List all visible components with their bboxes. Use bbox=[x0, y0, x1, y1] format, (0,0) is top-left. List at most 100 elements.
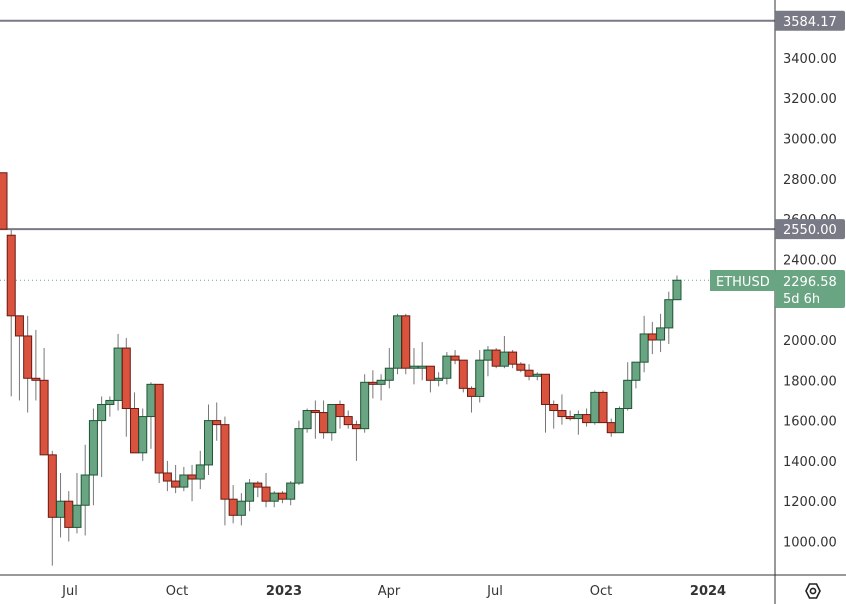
candle bbox=[376, 379, 386, 385]
candle bbox=[310, 410, 320, 414]
price-tick: 1600.00 bbox=[783, 415, 837, 430]
candle bbox=[171, 480, 181, 488]
candle bbox=[351, 424, 361, 430]
candle bbox=[203, 420, 213, 466]
candle bbox=[540, 373, 550, 405]
candle bbox=[565, 416, 575, 420]
last-price-value: 2296.58 bbox=[783, 275, 837, 290]
candle bbox=[212, 420, 222, 426]
candle bbox=[269, 492, 279, 502]
candle bbox=[516, 363, 526, 371]
candle bbox=[343, 416, 353, 426]
candle bbox=[467, 387, 477, 397]
price-tick: 1000.00 bbox=[783, 536, 837, 551]
time-tick: 2023 bbox=[266, 584, 302, 599]
candle bbox=[401, 315, 411, 369]
candle bbox=[154, 383, 164, 474]
bar-countdown: 5d 6h bbox=[783, 292, 820, 307]
candle bbox=[146, 383, 156, 418]
candle bbox=[245, 482, 255, 502]
candle bbox=[672, 279, 682, 301]
candle bbox=[327, 403, 337, 434]
time-tick: Oct bbox=[590, 584, 612, 599]
time-axis-labels[interactable]: Jul Oct 2023 Apr Jul Oct 2024 bbox=[61, 584, 726, 599]
candle bbox=[639, 333, 649, 363]
candle bbox=[39, 379, 49, 456]
candles bbox=[0, 172, 682, 566]
time-tick: Jul bbox=[61, 584, 78, 599]
candle bbox=[286, 482, 296, 500]
candle bbox=[72, 504, 82, 528]
candle bbox=[425, 365, 435, 381]
candle bbox=[319, 412, 329, 434]
candle bbox=[14, 315, 24, 337]
candle bbox=[483, 349, 493, 361]
candle bbox=[195, 464, 205, 480]
candle bbox=[368, 381, 378, 385]
candle bbox=[121, 347, 131, 410]
candle bbox=[417, 365, 427, 369]
time-tick: Apr bbox=[378, 584, 401, 599]
candle bbox=[442, 355, 452, 379]
candle bbox=[384, 367, 394, 381]
price-tick: 1200.00 bbox=[783, 495, 837, 510]
candle bbox=[614, 408, 624, 434]
candle bbox=[294, 428, 304, 484]
candle bbox=[393, 315, 403, 369]
candle bbox=[499, 351, 509, 367]
candle bbox=[47, 454, 57, 518]
candle bbox=[532, 373, 542, 377]
candle bbox=[557, 410, 567, 418]
candle bbox=[409, 365, 419, 369]
line-price-label: 2550.00 bbox=[783, 223, 837, 238]
symbol-label: ETHUSD bbox=[716, 275, 770, 290]
candle bbox=[631, 361, 641, 381]
candle bbox=[130, 408, 140, 454]
candle bbox=[491, 349, 501, 367]
candle bbox=[23, 335, 33, 379]
candle bbox=[656, 327, 666, 341]
candle bbox=[31, 377, 41, 381]
candle bbox=[590, 391, 600, 424]
candle bbox=[0, 172, 8, 230]
price-tick: 3000.00 bbox=[783, 133, 837, 148]
candle bbox=[582, 414, 592, 424]
price-tick: 1800.00 bbox=[783, 374, 837, 389]
candle bbox=[88, 420, 98, 476]
last-price-label: ETHUSD 2296.58 5d 6h bbox=[710, 270, 845, 308]
time-tick: 2024 bbox=[690, 584, 726, 599]
candle bbox=[524, 369, 534, 377]
candle bbox=[647, 333, 657, 341]
candle bbox=[623, 379, 633, 410]
candle bbox=[598, 391, 608, 424]
candle bbox=[56, 500, 66, 518]
horizontal-lines bbox=[0, 19, 775, 231]
candle bbox=[475, 359, 485, 397]
price-tick: 1400.00 bbox=[783, 455, 837, 470]
candle bbox=[179, 474, 189, 488]
candle bbox=[64, 500, 74, 528]
candle bbox=[228, 498, 238, 516]
candle bbox=[508, 351, 518, 365]
candle bbox=[6, 234, 16, 317]
candle bbox=[97, 403, 107, 422]
gear-icon[interactable] bbox=[805, 583, 821, 599]
time-tick: Oct bbox=[166, 584, 188, 599]
price-tick: 2800.00 bbox=[783, 173, 837, 188]
candle bbox=[302, 410, 312, 430]
candle bbox=[236, 500, 246, 516]
candle bbox=[277, 492, 287, 500]
candle bbox=[664, 299, 674, 329]
candle bbox=[105, 399, 115, 405]
price-tick: 2000.00 bbox=[783, 334, 837, 349]
candle bbox=[360, 381, 370, 430]
candle bbox=[458, 359, 468, 389]
candle bbox=[220, 424, 230, 500]
candle bbox=[606, 422, 616, 434]
candle bbox=[573, 414, 583, 420]
candle bbox=[261, 486, 271, 502]
candle bbox=[450, 355, 460, 361]
price-tick: 2400.00 bbox=[783, 253, 837, 268]
candle bbox=[138, 416, 148, 454]
